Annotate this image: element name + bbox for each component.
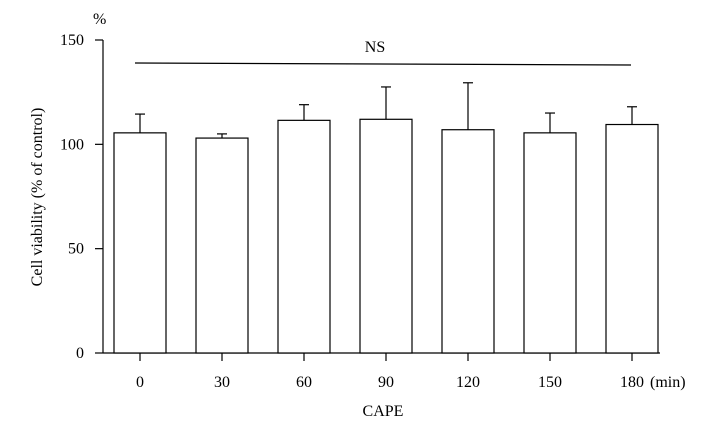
x-tick-label: 180	[620, 374, 644, 391]
bar	[195, 137, 249, 354]
y-ticks: 0 50 100 150	[60, 32, 103, 362]
bar	[113, 132, 167, 354]
x-tick-label: 60	[296, 374, 312, 391]
y-unit-label: %	[93, 11, 106, 28]
y-tick-label: 50	[68, 241, 84, 258]
x-unit-label: (min)	[650, 374, 686, 391]
x-tick-label: 0	[136, 374, 144, 391]
bars	[113, 118, 659, 354]
bar	[277, 119, 331, 354]
significance-label: NS	[365, 39, 385, 56]
error-bars	[135, 82, 637, 139]
y-axis-title: Cell viability (% of control)	[29, 108, 46, 287]
x-tick-label: 150	[538, 374, 562, 391]
x-axis-title: CAPE	[363, 403, 404, 420]
bar	[441, 129, 495, 354]
x-tick-label: 30	[214, 374, 230, 391]
y-tick-label: 0	[76, 345, 84, 362]
x-tick-label: 90	[378, 374, 394, 391]
bar	[523, 132, 577, 354]
y-tick-label: 150	[60, 32, 84, 49]
significance-line	[134, 62, 632, 66]
x-ticks: 0 30 60 90 120 150 180	[136, 353, 644, 391]
bar	[359, 118, 413, 354]
x-tick-label: 120	[456, 374, 480, 391]
bar	[605, 123, 659, 354]
y-tick-label: 100	[60, 136, 84, 153]
